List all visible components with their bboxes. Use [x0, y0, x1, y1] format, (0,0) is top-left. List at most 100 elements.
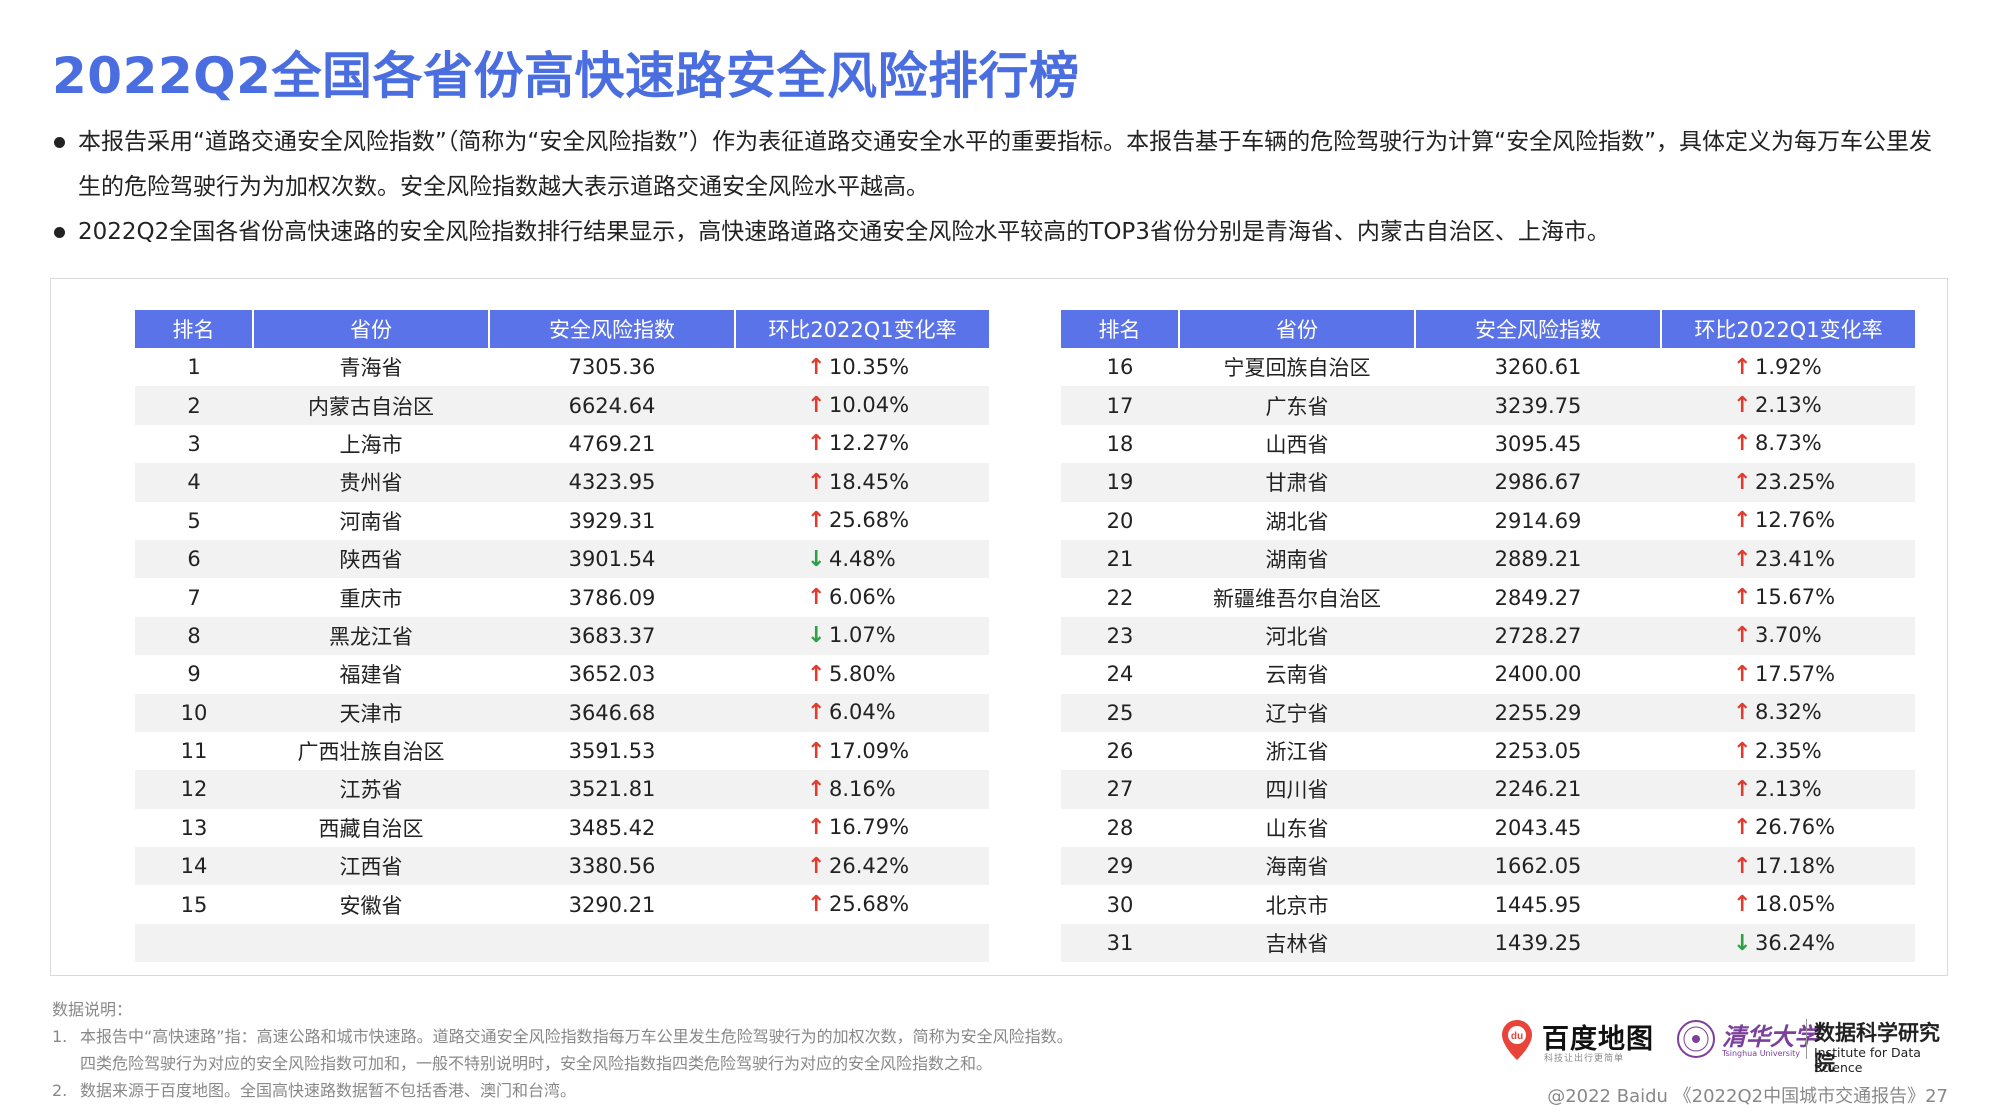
ranking-table-left: 排名 省份 安全风险指数 环比2022Q1变化率 1 青海省 7305.36 ↑ 10.…: [135, 310, 989, 963]
change-value: 26.42%: [829, 853, 910, 878]
change-value: 8.16%: [829, 776, 896, 801]
index-cell: 3260.61: [1494, 355, 1582, 380]
province-cell: 山西省: [1265, 432, 1329, 457]
rank-cell: 11: [180, 739, 208, 764]
table-row: 24 云南省 2400.00 ↑ 17.57%: [1061, 655, 1915, 693]
rank-cell: 24: [1106, 662, 1134, 687]
note-line: 四类危险驾驶行为对应的安全风险指数可加和，一般不特别说明时，安全风险指数指四类危…: [80, 1054, 993, 1073]
index-cell: 1445.95: [1494, 892, 1582, 917]
table-row: 21 湖南省 2889.21 ↑ 23.41%: [1061, 539, 1915, 579]
change-value: 26.76%: [1755, 815, 1836, 840]
page-title: 2022Q2全国各省份高快速路安全风险排行榜: [52, 47, 1080, 105]
rank-cell: 17: [1061, 386, 1179, 425]
province-cell: 北京市: [1265, 893, 1329, 918]
table-row: 31 吉林省 1439.25 ↓ 36.24%: [1061, 923, 1915, 963]
rank-cell: 3: [187, 431, 201, 456]
ranking-panel: 排名 省份 安全风险指数 环比2022Q1变化率 1 青海省 7305.36 ↑ 10.…: [50, 278, 1948, 976]
header-rank: 排名: [135, 310, 254, 348]
baidu-map-pin-icon: du: [1502, 1020, 1532, 1060]
change-value: 8.73%: [1755, 431, 1822, 456]
table-row: 23 河北省 2728.27 ↑ 3.70%: [1061, 616, 1915, 656]
tsinghua-english-name: Tsinghua University: [1722, 1049, 1801, 1058]
province-cell: 天津市: [253, 693, 489, 732]
change-cell: ↑ 26.42%: [735, 847, 989, 886]
header-rank: 排名: [1061, 310, 1180, 348]
table-row: 9 福建省 3652.03 ↑ 5.80%: [135, 655, 989, 693]
index-cell: 1662.05: [1415, 847, 1661, 886]
arrow-up-icon: ↑: [1733, 585, 1752, 611]
province-cell: 河南省: [339, 509, 403, 534]
change-value: 6.06%: [829, 585, 896, 610]
arrow-up-icon: ↑: [807, 469, 826, 495]
change-value: 12.27%: [829, 431, 910, 456]
rank-cell: 8: [135, 616, 253, 656]
change-cell: ↑ 23.41%: [1661, 539, 1915, 579]
index-cell: 7305.36: [568, 355, 656, 380]
index-cell: [489, 923, 735, 963]
province-cell: 新疆维吾尔自治区: [1213, 586, 1381, 611]
change-cell: ↑ 17.18%: [1661, 847, 1915, 886]
rank-cell: 22: [1106, 585, 1134, 610]
arrow-up-icon: ↑: [807, 892, 826, 918]
index-cell: 2914.69: [1494, 508, 1582, 533]
province-cell: [253, 923, 489, 963]
table-row: 10 天津市 3646.68 ↑ 6.04%: [135, 693, 989, 732]
change-value: 5.80%: [829, 661, 896, 686]
arrow-up-icon: ↑: [807, 508, 826, 534]
note-line: 数据来源于百度地图。全国高快速路数据暂不包括香港、澳门和台湾。: [80, 1081, 577, 1100]
change-value: 1.07%: [829, 623, 896, 648]
rank-cell: 20: [1106, 508, 1134, 533]
change-value: 17.18%: [1755, 853, 1836, 878]
table-row: 8 黑龙江省 3683.37 ↓ 1.07%: [135, 616, 989, 656]
arrow-down-icon: ↓: [807, 623, 826, 649]
notes-heading: 数据说明：: [52, 1000, 133, 1019]
change-value: 18.05%: [1755, 892, 1836, 917]
province-cell: 黑龙江省: [253, 616, 489, 656]
table-row: 12 江苏省 3521.81 ↑ 8.16%: [135, 770, 989, 809]
change-cell: ↓ 4.48%: [735, 539, 989, 579]
province-cell: 上海市: [339, 432, 403, 457]
rank-cell: 9: [187, 662, 201, 687]
intro-bullet: 2022Q2全国各省份高快速路的安全风险指数排行结果显示，高快速路道路交通安全风…: [52, 210, 1952, 255]
arrow-up-icon: ↑: [1733, 853, 1752, 879]
change-cell: ↑ 17.57%: [1661, 655, 1915, 693]
index-cell: 4769.21: [568, 431, 656, 456]
rank-cell: 21: [1061, 539, 1179, 579]
logo-bar: du 百度地图 科技让出行更简单 清华大学 Tsinghua Universit…: [1500, 1015, 1950, 1075]
index-cell: 2986.67: [1415, 463, 1661, 502]
table-row: 28 山东省 2043.45 ↑ 26.76%: [1061, 809, 1915, 847]
rank-cell: 2: [135, 386, 253, 425]
province-cell: 山东省: [1265, 816, 1329, 841]
province-cell: 海南省: [1179, 847, 1415, 886]
province-cell: 广西壮族自治区: [297, 740, 445, 765]
rank-cell: 30: [1106, 892, 1134, 917]
province-cell: 湖南省: [1179, 539, 1415, 579]
index-cell: 2246.21: [1415, 770, 1661, 809]
table-row: 17 广东省 3239.75 ↑ 2.13%: [1061, 386, 1915, 425]
note-item: 2. 数据来源于百度地图。全国高快速路数据暂不包括香港、澳门和台湾。: [52, 1077, 1073, 1104]
table-row: 14 江西省 3380.56 ↑ 26.42%: [135, 847, 989, 886]
province-cell: 四川省: [1179, 770, 1415, 809]
page-footer: @2022 Baidu 《2022Q2中国城市交通报告》27: [1547, 1086, 1948, 1107]
index-cell: 3683.37: [489, 616, 735, 656]
table-row: 30 北京市 1445.95 ↑ 18.05%: [1061, 885, 1915, 923]
arrow-up-icon: ↑: [1733, 700, 1752, 726]
province-cell: 陕西省: [253, 539, 489, 579]
intro-bullets: 本报告采用“道路交通安全风险指数”（简称为“安全风险指数”）作为表征道路交通安全…: [52, 120, 1952, 255]
header-index: 安全风险指数: [1415, 310, 1662, 348]
rank-cell: 28: [1106, 815, 1134, 840]
table-header-row: 排名 省份 安全风险指数 环比2022Q1变化率: [135, 310, 989, 348]
index-cell: 3652.03: [568, 662, 656, 687]
change-cell: ↑ 8.32%: [1661, 693, 1915, 732]
arrow-up-icon: ↑: [1733, 738, 1752, 764]
change-value: 8.32%: [1755, 700, 1822, 725]
table-row: 27 四川省 2246.21 ↑ 2.13%: [1061, 770, 1915, 809]
change-cell: ↑ 25.68%: [735, 502, 989, 540]
rank-cell: 19: [1061, 463, 1179, 502]
ranking-table-left-body: 1 青海省 7305.36 ↑ 10.35% 2 内蒙古自治区 6624.64 ↑ 10.04% 3…: [135, 348, 989, 963]
province-cell: 青海省: [339, 356, 403, 381]
index-cell: 3380.56: [489, 847, 735, 886]
table-row: 29 海南省 1662.05 ↑ 17.18%: [1061, 847, 1915, 886]
arrow-up-icon: ↑: [1733, 393, 1752, 419]
province-cell: 江苏省: [253, 770, 489, 809]
